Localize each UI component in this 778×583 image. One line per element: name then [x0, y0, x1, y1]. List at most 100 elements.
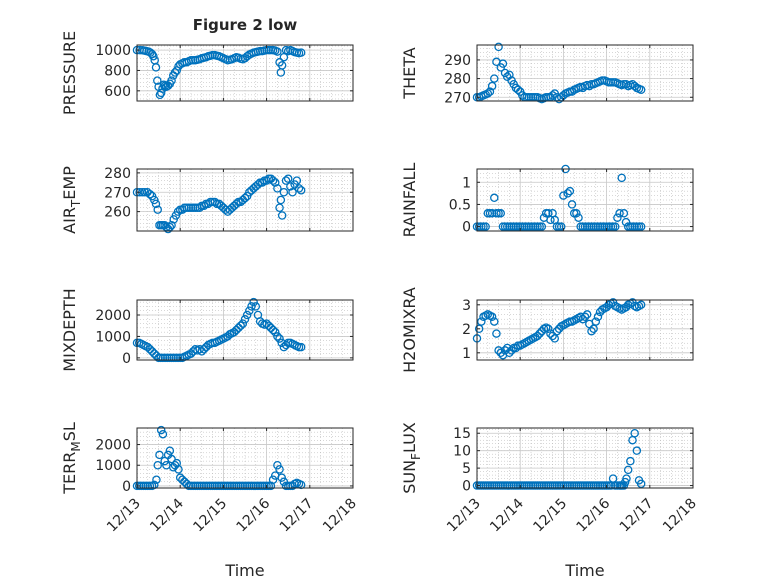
data-point — [151, 63, 161, 72]
data-point — [249, 297, 258, 307]
data-point — [574, 213, 583, 222]
data-point — [490, 193, 499, 203]
data-point — [277, 338, 286, 348]
axes-frame — [136, 44, 354, 102]
data-point — [492, 329, 501, 338]
data-point — [159, 80, 169, 89]
y-axis-label: RAINFALL — [400, 163, 419, 238]
data-point — [513, 85, 523, 95]
axes-pressure: 600 800 1000 PRESSURE — [60, 31, 354, 115]
data-point — [511, 343, 521, 353]
y-axis-label: AIRTEMP — [60, 166, 83, 234]
axes-air-temp: 260 270 280 AIRTEMP — [60, 166, 354, 234]
data-point — [563, 189, 572, 198]
data-point — [619, 209, 629, 218]
y-tick-label: 1000 — [95, 329, 131, 345]
data-point — [292, 176, 302, 185]
data-point — [266, 323, 276, 333]
data-point — [262, 319, 271, 328]
axes-frame — [136, 168, 354, 232]
figure-title: Figure 2 low — [193, 16, 298, 34]
data-point — [636, 300, 646, 310]
data-point — [622, 474, 631, 483]
data-point — [158, 429, 168, 439]
data-point — [150, 195, 159, 205]
axes-theta: 270 280 290 THETA — [400, 42, 694, 106]
data-point — [494, 346, 503, 355]
data-point — [498, 59, 508, 68]
data-point — [229, 327, 239, 337]
axes-rainfall: 0 0.5 1 RAINFALL — [400, 163, 694, 238]
data-point — [294, 184, 304, 193]
data-point — [251, 302, 261, 311]
data-point — [199, 345, 209, 354]
data-point — [268, 475, 278, 484]
data-point — [172, 66, 181, 75]
y-axis-label: SUNFLUX — [400, 422, 423, 494]
data-point — [145, 189, 155, 199]
data-point — [587, 326, 596, 336]
data-point — [273, 47, 282, 56]
data-point — [593, 312, 603, 322]
data-point — [153, 460, 162, 470]
axes-frame — [476, 299, 694, 361]
data-point — [481, 222, 490, 231]
y-tick-label: 0 — [122, 351, 131, 367]
data-point — [502, 343, 512, 353]
data-point — [270, 327, 280, 337]
data-point — [533, 331, 542, 341]
data-point — [487, 209, 497, 218]
data-point — [270, 178, 280, 187]
data-point — [636, 222, 646, 231]
data-point — [152, 475, 161, 484]
data-point — [268, 325, 278, 335]
data-point — [167, 454, 176, 464]
y-tick-label: 5 — [462, 461, 471, 477]
data-point — [630, 81, 639, 91]
data-point — [535, 329, 544, 338]
data-point — [247, 302, 256, 311]
data-point — [632, 446, 642, 455]
x-axis-label: Time — [564, 561, 604, 580]
x-axis-label: Time — [224, 561, 264, 580]
data-point — [505, 348, 514, 358]
data-point — [275, 465, 284, 474]
axes-frame — [476, 168, 694, 232]
data-point — [156, 88, 166, 98]
data-point — [276, 195, 286, 205]
data-point — [283, 174, 293, 183]
data-point — [630, 428, 639, 438]
data-point — [544, 324, 553, 334]
data-point — [556, 222, 566, 231]
data-point — [173, 207, 183, 216]
y-axis-label: TERRMSL — [60, 422, 83, 495]
data-point — [552, 326, 562, 336]
data-point — [186, 349, 196, 358]
data-point — [238, 319, 248, 328]
data-point — [636, 85, 646, 95]
data-point — [140, 187, 150, 197]
data-point — [296, 48, 306, 57]
data-point — [494, 42, 503, 52]
data-point — [277, 473, 286, 482]
data-point — [626, 456, 635, 466]
data-point — [258, 178, 267, 187]
data-point — [156, 425, 166, 435]
data-point — [615, 209, 624, 218]
y-tick-label: 280 — [104, 166, 131, 182]
y-tick-label: 3 — [462, 298, 471, 314]
data-point — [170, 68, 180, 77]
data-point — [559, 191, 568, 200]
data-point — [281, 176, 291, 185]
data-point — [275, 334, 284, 343]
data-point — [147, 347, 157, 356]
data-point — [483, 89, 493, 98]
data-point — [174, 465, 183, 474]
data-point — [567, 87, 577, 96]
data-point — [264, 321, 274, 330]
data-point — [273, 460, 282, 470]
axes-frame — [136, 299, 354, 361]
y-tick-label: 280 — [444, 72, 471, 88]
data-point — [296, 342, 306, 352]
